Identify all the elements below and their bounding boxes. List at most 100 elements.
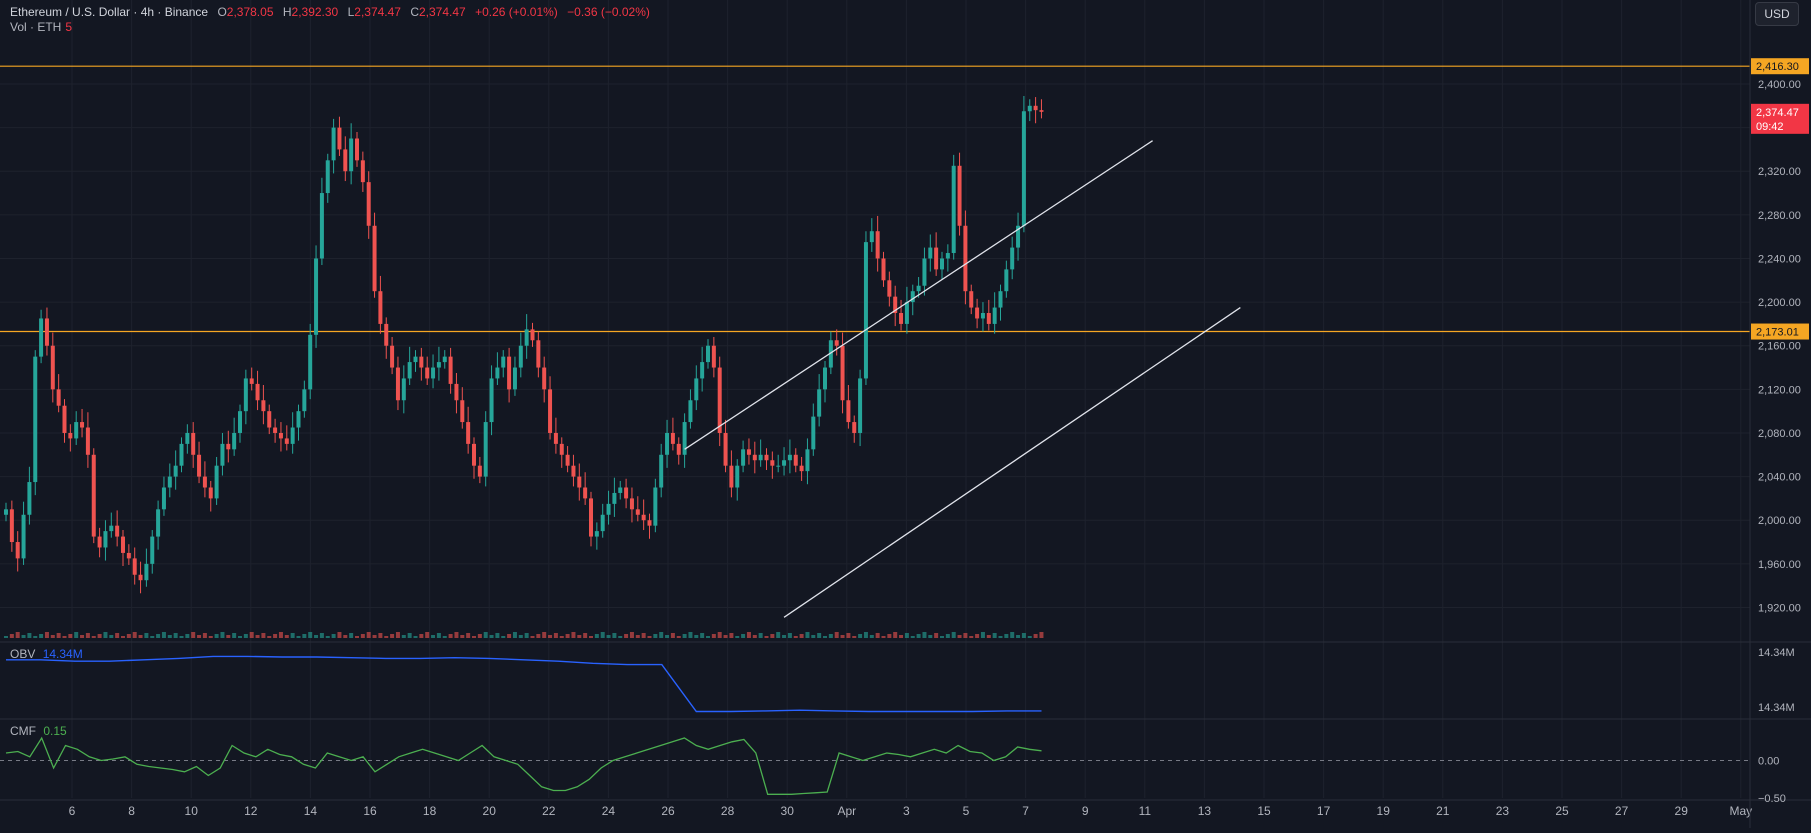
candle-body — [752, 454, 757, 461]
candle-body — [91, 454, 96, 537]
volume-bar — [138, 635, 143, 638]
x-tick-label: 22 — [542, 804, 556, 818]
volume-bar — [986, 635, 991, 638]
y-tick-label: 2,240.00 — [1758, 253, 1801, 265]
candle-body — [934, 247, 939, 270]
volume-bar — [852, 636, 857, 638]
volume-bar — [4, 636, 8, 638]
volume-bar — [395, 632, 400, 638]
candle-body — [594, 531, 599, 537]
candle-body — [793, 454, 798, 466]
volume-bar — [717, 632, 722, 638]
x-tick-label: 15 — [1257, 804, 1271, 818]
candle-body — [787, 454, 792, 461]
volume-bar — [267, 636, 272, 638]
volume-bar — [548, 635, 553, 638]
volume-bar — [711, 634, 716, 638]
candle-body — [319, 193, 324, 259]
volume-bar — [571, 632, 576, 638]
horizontal-levels[interactable]: 2,416.30 2,173.01 — [0, 58, 1809, 340]
volume-bar — [694, 635, 699, 638]
candle-body — [501, 356, 506, 368]
candle-body — [132, 558, 137, 575]
volume-bar — [167, 635, 172, 638]
volume-bar — [828, 634, 833, 638]
candle-body — [899, 313, 904, 324]
volume-bar — [121, 636, 125, 638]
obv-line — [6, 655, 1042, 713]
volume-bar — [782, 635, 787, 638]
candle-body — [62, 405, 67, 433]
currency-button[interactable]: USD — [1755, 2, 1799, 26]
candle-body — [706, 345, 710, 363]
volume-value: 5 — [65, 20, 73, 34]
volume-bar — [454, 632, 459, 638]
candle-body — [156, 509, 161, 537]
candle-body — [741, 449, 746, 466]
volume-bar — [904, 633, 909, 638]
volume-bar — [881, 636, 886, 638]
volume-bar — [308, 632, 313, 638]
candle-body — [618, 487, 623, 493]
volume-bar — [846, 633, 851, 638]
volume-bar — [992, 633, 997, 638]
candle-body — [992, 307, 997, 324]
volume-bar — [676, 636, 681, 638]
y-tick-label: 2,280.00 — [1758, 210, 1801, 222]
x-tick-label: 18 — [423, 804, 437, 818]
candle-body — [565, 454, 570, 466]
volume-bar — [706, 636, 710, 638]
candle-body — [21, 514, 26, 559]
volume-bar — [1010, 632, 1015, 638]
candle-body — [694, 378, 699, 401]
y-tick-label: 2,160.00 — [1758, 341, 1801, 353]
obv-tick-label: 14.34M — [1758, 647, 1795, 659]
volume-bar — [68, 634, 73, 638]
volume-bar — [799, 634, 804, 638]
candle-body — [308, 334, 313, 390]
volume-bar — [969, 636, 974, 638]
volume-bar — [74, 632, 79, 638]
volume-bar — [805, 632, 810, 638]
volume-bar — [542, 632, 547, 638]
volume-bar — [261, 633, 266, 638]
x-tick-label: 19 — [1377, 804, 1391, 818]
volume-bar — [612, 633, 617, 638]
candle-body — [647, 520, 652, 526]
volume-bar — [372, 635, 377, 638]
volume-bar — [208, 636, 213, 638]
candle-body — [273, 427, 278, 433]
volume-bar — [524, 633, 529, 638]
volume-bar — [665, 635, 670, 638]
volume-bar — [1039, 632, 1044, 638]
candle-body — [881, 258, 886, 281]
candle-body — [448, 356, 453, 384]
candle-body — [957, 165, 962, 226]
volume-bar — [840, 635, 845, 638]
candle-body — [483, 422, 488, 477]
volume-bar — [296, 636, 301, 638]
candle-body — [179, 443, 184, 466]
candle-body — [770, 460, 775, 466]
volume-bar — [44, 632, 49, 638]
volume-bar — [899, 635, 904, 638]
candle-body — [1027, 105, 1032, 112]
volume-bar — [957, 635, 962, 638]
candle-body — [267, 411, 272, 428]
volume-bar — [431, 635, 436, 638]
x-tick-label: 11 — [1139, 804, 1152, 818]
volume-bar — [975, 634, 980, 638]
volume-bar — [278, 632, 283, 638]
y-tick-label: 2,120.00 — [1758, 384, 1801, 396]
change2-value: −0.36 (−0.02%) — [567, 5, 650, 19]
candle-body — [548, 389, 553, 433]
trendlines[interactable] — [684, 140, 1241, 618]
volume-bar — [273, 634, 278, 638]
cmf-tick-label: −0.50 — [1758, 793, 1786, 805]
volume-bar — [407, 633, 412, 638]
x-tick-label: 26 — [661, 804, 675, 818]
volume-bar — [776, 632, 781, 638]
